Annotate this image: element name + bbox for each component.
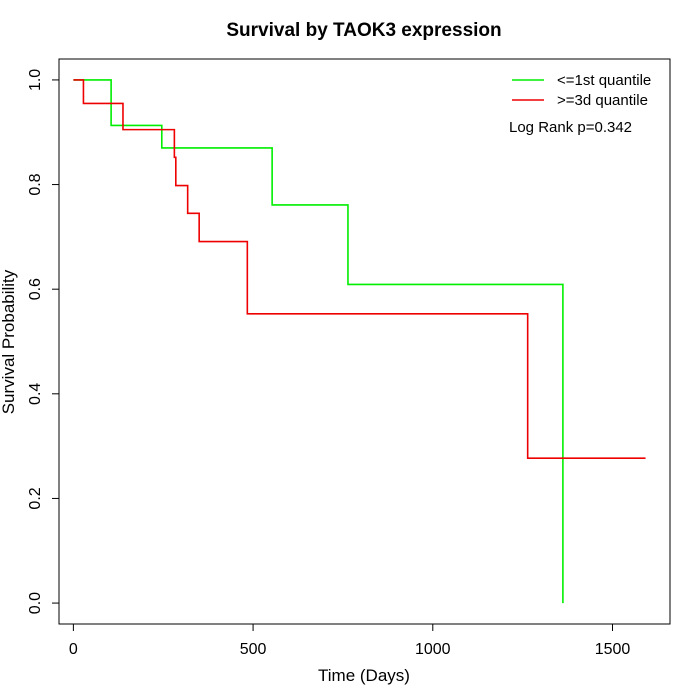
y-tick-label: 0.6	[27, 278, 44, 300]
x-tick-label: 1000	[415, 641, 451, 658]
plot-frame	[58, 58, 671, 625]
legend-label: <=1st quantile	[557, 72, 651, 89]
y-tick-label: 0.4	[27, 383, 44, 405]
x-axis: 0 500 1000 1500	[69, 623, 631, 658]
legend: <=1st quantile >=3d quantile	[512, 72, 651, 109]
x-tick-label: 0	[69, 641, 78, 658]
y-tick-label: 0.8	[27, 173, 44, 195]
log-rank-annotation: Log Rank p=0.342	[509, 119, 632, 136]
x-axis-label: Time (Days)	[318, 666, 410, 685]
survival-curve-low	[73, 79, 564, 604]
y-tick-label: 0.2	[27, 487, 44, 509]
series-layer	[73, 79, 646, 604]
y-tick-label: 0.0	[27, 592, 44, 614]
y-axis-label: Survival Probability	[0, 269, 18, 414]
chart-title: Survival by TAOK3 expression	[226, 20, 501, 41]
x-tick-label: 500	[240, 641, 267, 658]
y-axis: 0.0 0.2 0.4 0.6 0.8 1.0	[27, 69, 60, 614]
x-tick-label: 1500	[595, 641, 631, 658]
legend-label: >=3d quantile	[557, 92, 648, 109]
survival-curve-high	[73, 79, 646, 459]
y-tick-label: 1.0	[27, 69, 44, 91]
